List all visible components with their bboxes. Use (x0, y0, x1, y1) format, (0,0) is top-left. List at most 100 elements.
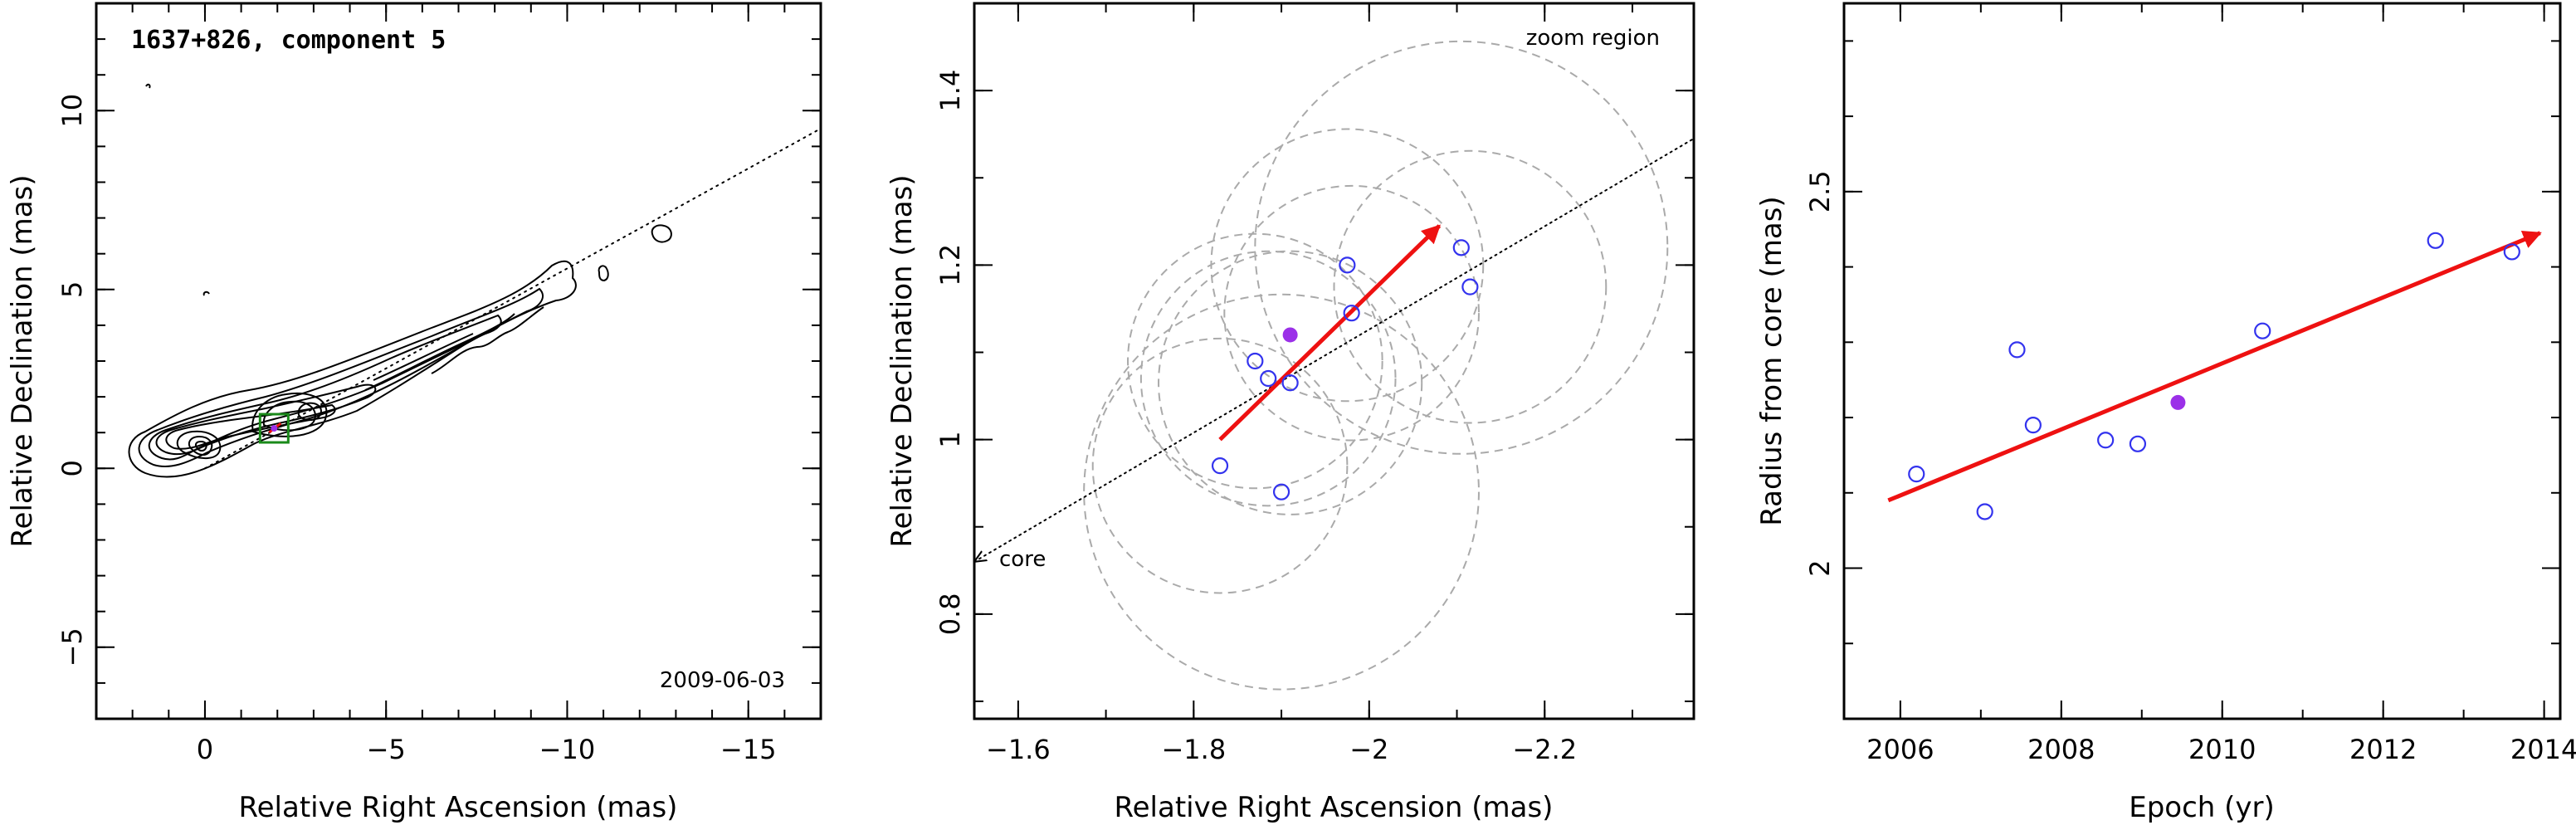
radius-marker (1976, 503, 1993, 520)
contour-core-3 (194, 440, 207, 452)
radius-marker (2129, 435, 2147, 452)
y-tick-label: −5 (56, 627, 88, 666)
error-circle (1223, 184, 1480, 442)
radius-markers (1908, 232, 2520, 520)
contour-blob-b (145, 83, 151, 89)
contour-knot-3 (297, 402, 322, 422)
x-tick-label: 2006 (1866, 734, 1934, 765)
error-circle (1127, 232, 1383, 490)
radius-marker (2097, 432, 2115, 449)
position-markers (1211, 239, 1479, 500)
x-tick-label: −2 (1349, 734, 1388, 765)
open-position-marker (1281, 374, 1299, 392)
zoom-region-label: zoom region (1526, 26, 1660, 51)
left-date: 2009-06-03 (660, 668, 785, 693)
contour-core-1 (176, 430, 222, 460)
contour-knot-1 (251, 392, 328, 437)
contour-tail (364, 313, 515, 391)
error-circle (1091, 337, 1349, 594)
x-tick-label: −1.8 (1161, 734, 1226, 765)
left-xlabel: Relative Right Ascension (mas) (239, 791, 678, 824)
left-plot-frame (95, 2, 822, 720)
x-tick-label: 0 (197, 734, 213, 765)
error-circle (1333, 149, 1608, 424)
y-tick-label: 0.8 (934, 593, 966, 635)
y-tick-label: 0 (56, 460, 88, 476)
error-circle (1139, 250, 1397, 507)
open-position-marker (1461, 278, 1479, 295)
left-ridge-line (203, 127, 821, 470)
middle-xlabel: Relative Right Ascension (mas) (1115, 791, 1554, 824)
x-tick-label: −5 (367, 734, 406, 765)
contour-blob-far (651, 224, 672, 243)
contour-core-2 (188, 435, 213, 456)
middle-plot-frame (973, 2, 1695, 720)
open-position-marker (1339, 256, 1356, 274)
zoom-region-panel: −1.6 −1.8 −2 −2.2 0.8 1 1.2 1.4 zoom region cor… (886, 2, 1695, 824)
error-circle (1210, 128, 1485, 403)
left-ylabel: Relative Declination (mas) (6, 174, 39, 547)
core-label: core (999, 547, 1046, 572)
error-circle (1254, 40, 1669, 455)
y-tick-label: 1.2 (934, 244, 966, 286)
open-position-marker (1452, 239, 1470, 256)
contour-tail-2 (373, 333, 474, 381)
radius-marker (2503, 243, 2520, 261)
middle-axis-ticks: −1.6 −1.8 −2 −2.2 0.8 1 1.2 1.4 (934, 2, 1694, 765)
contour-5 (165, 403, 336, 450)
contour-blob-small (598, 265, 609, 282)
jet-contours (128, 83, 672, 478)
open-position-marker (1211, 457, 1229, 475)
contour-blob-a (202, 290, 210, 296)
x-tick-label: −1.6 (986, 734, 1051, 765)
filled-radius-marker (2170, 394, 2186, 410)
radius-marker (2254, 322, 2271, 339)
contour-2 (138, 287, 544, 468)
open-position-marker (1343, 305, 1360, 322)
y-tick-label: 1 (934, 431, 966, 447)
error-circle (1083, 293, 1480, 691)
middle-ylabel: Relative Declination (mas) (886, 174, 919, 547)
fit-arrow (1887, 231, 2542, 503)
contour-3 (148, 314, 502, 461)
open-position-marker (1247, 352, 1264, 370)
right-axis-ticks: 2006 2008 2010 2012 2014 2 2.5 (1804, 3, 2576, 765)
y-tick-label: 2.5 (1804, 170, 1836, 212)
y-tick-label: 10 (56, 94, 88, 128)
contour-knot-2 (262, 400, 316, 432)
radius-vs-epoch-panel: 2006 2008 2010 2012 2014 2 2.5 Epoch (yr) Radi… (1755, 2, 2576, 824)
x-tick-label: 2010 (2188, 734, 2256, 765)
middle-ridge-line (974, 137, 1694, 562)
radius-marker (1908, 466, 1925, 483)
filled-position-marker (1282, 327, 1298, 343)
right-plot-frame (1842, 2, 2562, 720)
contour-map-panel: 0 −5 −10 −15 −5 0 5 10 (6, 2, 822, 824)
x-tick-label: 2014 (2510, 734, 2576, 765)
open-position-marker (1260, 369, 1277, 388)
right-plot-area (1887, 231, 2542, 520)
error-circle (1158, 250, 1423, 515)
left-axis-ticks: 0 −5 −10 −15 −5 0 5 10 (56, 2, 822, 765)
x-tick-label: −15 (720, 734, 777, 765)
x-tick-label: −10 (539, 734, 596, 765)
radius-marker (2024, 417, 2042, 434)
radius-marker (2008, 341, 2026, 359)
y-tick-label: 2 (1804, 559, 1836, 576)
component-box (258, 413, 290, 444)
radius-marker (2427, 232, 2444, 249)
left-title: 1637+826, component 5 (131, 26, 446, 55)
y-tick-label: 5 (56, 281, 88, 298)
left-plot-area (128, 83, 821, 478)
x-tick-label: −2.2 (1512, 734, 1577, 765)
x-tick-label: 2008 (2027, 734, 2095, 765)
middle-plot-area (974, 40, 1694, 691)
y-tick-label: 1.4 (934, 70, 966, 112)
open-position-marker (1272, 483, 1290, 500)
motion-arrow (1218, 224, 1442, 442)
component-marker (271, 425, 278, 432)
contour-wiggle (431, 306, 544, 374)
right-ylabel: Radius from core (mas) (1755, 196, 1788, 525)
right-xlabel: Epoch (yr) (2129, 791, 2275, 824)
error-circles (1083, 40, 1669, 691)
